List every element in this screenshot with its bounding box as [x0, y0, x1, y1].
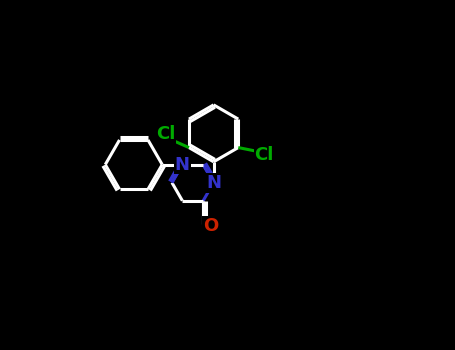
Text: Cl: Cl: [156, 125, 175, 144]
Text: O: O: [203, 217, 218, 236]
Text: Cl: Cl: [255, 146, 274, 163]
Text: N: N: [175, 156, 190, 174]
Text: N: N: [206, 174, 221, 192]
